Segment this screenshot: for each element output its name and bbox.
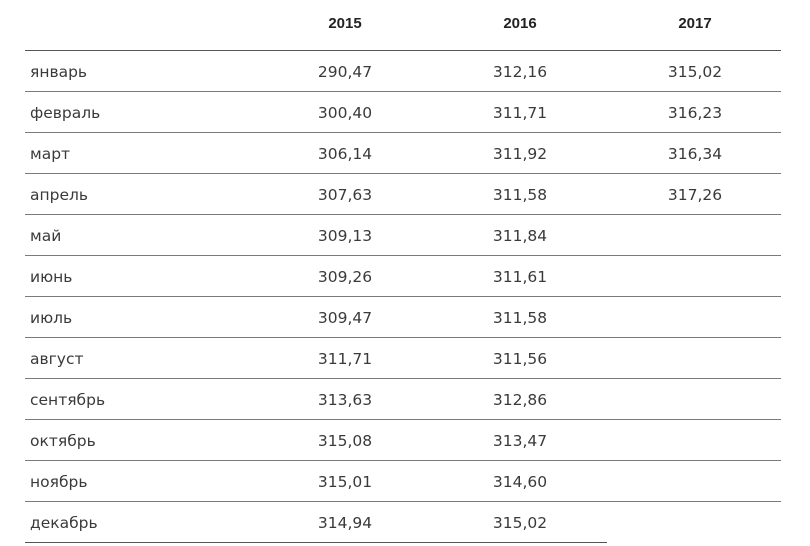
month-label: февраль: [30, 104, 101, 122]
value-2015: 290,47: [317, 63, 373, 81]
value-2015: 314,94: [317, 514, 373, 532]
value-2015: 315,08: [317, 432, 373, 450]
month-label: июнь: [30, 268, 73, 286]
value-2017: 315,02: [667, 63, 723, 81]
header-2017: 2017: [678, 15, 712, 32]
value-2015: 315,01: [317, 473, 373, 491]
header-2015: 2015: [328, 15, 362, 32]
table-bottom-border: [25, 542, 607, 543]
month-label: декабрь: [30, 514, 98, 532]
value-2015: 309,47: [317, 309, 373, 327]
value-2016: 315,02: [492, 514, 548, 532]
table-row: июль 309,47 311,58: [25, 297, 781, 338]
table-row: январь 290,47 312,16 315,02: [25, 51, 781, 92]
table-header: 2015 2016 2017: [25, 0, 781, 51]
table-row: июнь 309,26 311,61: [25, 256, 781, 297]
month-label: май: [30, 227, 62, 245]
month-label: апрель: [30, 186, 89, 204]
month-label: август: [30, 350, 84, 368]
value-2016: 311,71: [492, 104, 548, 122]
price-table: 2015 2016 2017 январь 290,47 312,16 315,02 ф…: [25, 0, 781, 542]
month-label: ноябрь: [30, 473, 88, 491]
table-row: август 311,71 311,56: [25, 338, 781, 379]
value-2015: 307,63: [317, 186, 373, 204]
value-2015: 306,14: [317, 145, 373, 163]
value-2016: 311,92: [492, 145, 548, 163]
value-2017: 316,23: [667, 104, 723, 122]
month-label: сентябрь: [30, 391, 106, 409]
month-label: октябрь: [30, 432, 96, 450]
value-2017: 317,26: [667, 186, 723, 204]
value-2016: 314,60: [492, 473, 548, 491]
table-row: март 306,14 311,92 316,34: [25, 133, 781, 174]
value-2015: 309,13: [317, 227, 373, 245]
value-2015: 300,40: [317, 104, 373, 122]
table-row: февраль 300,40 311,71 316,23: [25, 92, 781, 133]
table-row: сентябрь 313,63 312,86: [25, 379, 781, 420]
value-2016: 312,86: [492, 391, 548, 409]
value-2016: 311,58: [492, 186, 548, 204]
value-2015: 311,71: [317, 350, 373, 368]
value-2016: 311,61: [492, 268, 548, 286]
value-2016: 311,58: [492, 309, 548, 327]
table-row: апрель 307,63 311,58 317,26: [25, 174, 781, 215]
value-2016: 311,56: [492, 350, 548, 368]
month-label: январь: [30, 63, 88, 81]
table-row: ноябрь 315,01 314,60: [25, 461, 781, 502]
value-2015: 313,63: [317, 391, 373, 409]
value-2016: 311,84: [492, 227, 548, 245]
value-2017: 316,34: [667, 145, 723, 163]
value-2016: 313,47: [492, 432, 548, 450]
month-label: июль: [30, 309, 73, 327]
table-row: октябрь 315,08 313,47: [25, 420, 781, 461]
value-2015: 309,26: [317, 268, 373, 286]
table-body: январь 290,47 312,16 315,02 февраль 300,40 311…: [25, 51, 781, 542]
table-row: декабрь 314,94 315,02: [25, 502, 781, 542]
table-row: май 309,13 311,84: [25, 215, 781, 256]
header-2016: 2016: [503, 15, 537, 32]
value-2016: 312,16: [492, 63, 548, 81]
month-label: март: [30, 145, 71, 163]
